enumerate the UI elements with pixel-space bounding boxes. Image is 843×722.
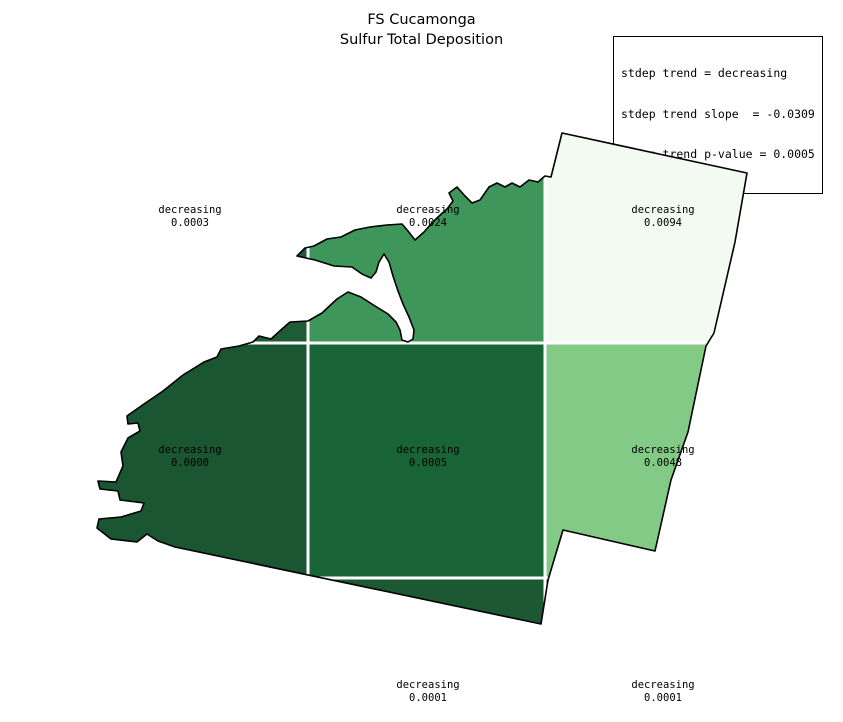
cell-label-r2c2: decreasing 0.0001 bbox=[631, 679, 695, 704]
cell-label-r2c1: decreasing 0.0001 bbox=[396, 679, 460, 704]
map-cell-r2c2 bbox=[543, 576, 747, 624]
cell-label-r1c2: decreasing 0.0048 bbox=[631, 444, 695, 469]
map-cell-r0c1 bbox=[306, 133, 547, 345]
cell-label-r0c0: decreasing 0.0003 bbox=[158, 204, 222, 229]
cell-label-r1c1: decreasing 0.0005 bbox=[396, 444, 460, 469]
map-cell-r0c2 bbox=[543, 133, 747, 345]
forest-boundary-outline bbox=[96, 132, 748, 625]
cell-label-r0c2: decreasing 0.0094 bbox=[631, 204, 695, 229]
stats-line-trend: stdep trend = decreasing bbox=[621, 66, 788, 80]
map-cell-r1c1 bbox=[306, 341, 547, 580]
stats-line-slope: stdep trend slope = -0.0309 bbox=[621, 106, 815, 121]
plot-title-line1: FS Cucamonga bbox=[367, 12, 476, 28]
cell-label-r1c0: decreasing 0.0000 bbox=[158, 444, 222, 469]
map-cell-r0c0 bbox=[97, 133, 310, 345]
plot-title: FS Cucamonga Sulfur Total Deposition bbox=[0, 10, 843, 50]
map-cell-r2c1 bbox=[306, 576, 547, 624]
cell-label-r0c1: decreasing 0.0024 bbox=[396, 204, 460, 229]
plot-title-line2: Sulfur Total Deposition bbox=[339, 32, 504, 48]
